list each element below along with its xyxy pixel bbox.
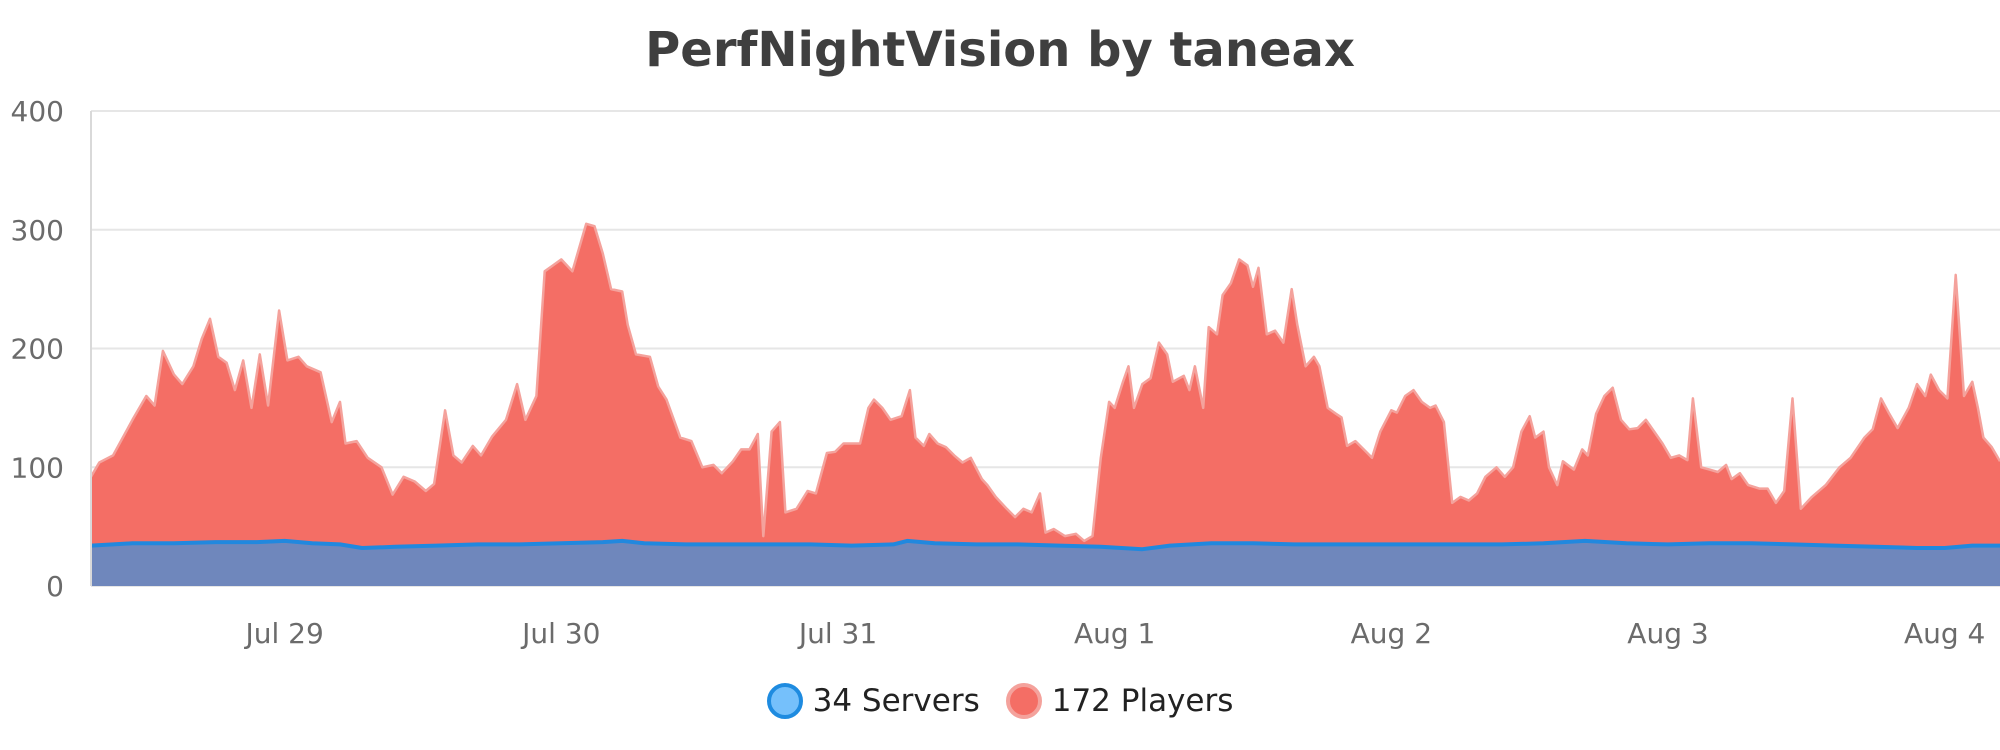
y-tick-label: 300 — [11, 214, 64, 247]
x-tick-label: Aug 4 — [1904, 617, 1985, 650]
legend-label-servers: 34 Servers — [812, 683, 980, 719]
servers-area — [91, 540, 2000, 586]
x-tick-label: Aug 2 — [1351, 617, 1432, 650]
x-tick-label: Jul 30 — [520, 617, 600, 650]
players-swatch-icon — [1005, 683, 1042, 719]
players-line — [89, 222, 2000, 543]
players-area — [91, 223, 2000, 587]
servers-swatch-icon — [766, 683, 803, 719]
legend-item-players[interactable]: 172 Players — [1005, 683, 1234, 719]
axes: 0 100 200 300 400 Jul 29 Jul 30 Jul 31 Aug 1 Aug … — [11, 95, 1986, 650]
legend-label-players: 172 Players — [1051, 683, 1234, 719]
x-tick-label: Jul 31 — [797, 617, 877, 650]
servers-line — [90, 538, 2000, 552]
x-tick-label: Jul 29 — [244, 617, 324, 650]
legend-item-servers[interactable]: 34 Servers — [766, 683, 980, 719]
y-tick-label: 100 — [11, 451, 64, 484]
y-tick-label: 0 — [46, 570, 64, 603]
y-tick-label: 200 — [11, 333, 64, 366]
x-tick-label: Aug 1 — [1074, 617, 1155, 650]
legend: 34 Servers 172 Players — [0, 683, 2000, 719]
series-areas — [89, 222, 2000, 587]
x-tick-label: Aug 3 — [1627, 617, 1708, 650]
chart-title: PerfNightVision by taneax — [645, 22, 1355, 78]
y-tick-label: 400 — [11, 95, 64, 128]
